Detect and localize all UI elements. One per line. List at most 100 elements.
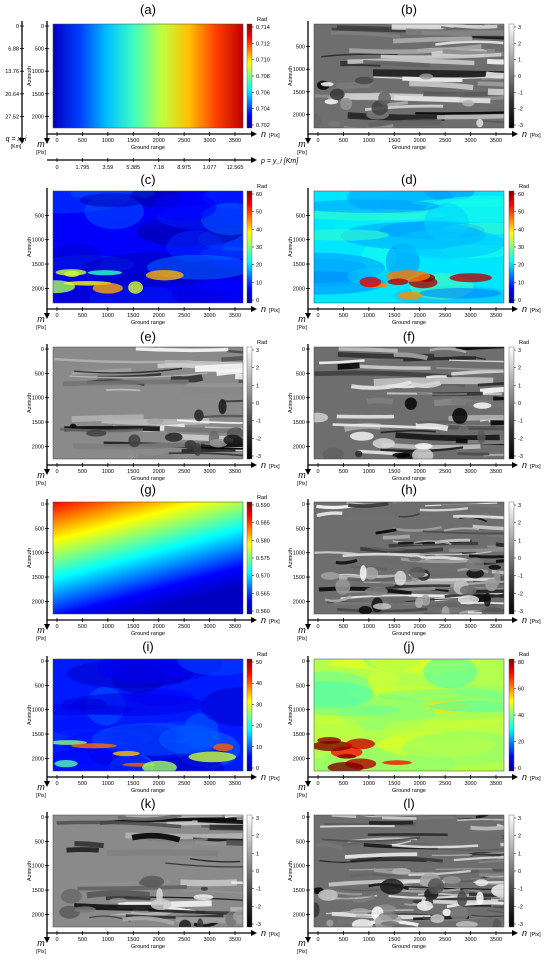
colorbar-tick-label: 0.575	[256, 556, 270, 562]
x-axis-arrow	[251, 617, 257, 623]
heatmap-hotspot	[142, 761, 177, 774]
x-tick-label: 0	[55, 138, 58, 144]
fringe-band	[498, 856, 550, 859]
x-tick-label: 1000	[363, 781, 375, 787]
fringe-patch	[128, 434, 140, 447]
y-tick-label: 0	[302, 502, 305, 508]
fringe-band	[320, 826, 395, 827]
fringe-patch	[365, 587, 388, 596]
fringe-band	[136, 349, 228, 351]
y-tick-label: 0	[41, 347, 44, 353]
fringe-band	[450, 25, 497, 27]
y-axis-arrow	[44, 469, 50, 475]
colorbar-tick-label: 1	[518, 538, 521, 544]
y-tick-label: 500	[296, 371, 305, 377]
y-axis-label: Azimuth	[288, 548, 294, 568]
x-axis-unit: [Pix]	[269, 464, 280, 470]
colorbar-tick-label: 20	[256, 263, 262, 269]
colorbar-tick-label: 0	[256, 766, 259, 772]
heatmap-b	[312, 21, 550, 129]
fringe-band	[504, 380, 526, 381]
fringe-patch	[151, 899, 172, 910]
fringe-patch	[441, 606, 449, 619]
colorbar-tick-label: -2	[518, 107, 523, 113]
y-axis-label: Azimuth	[27, 393, 33, 413]
colorbar-tick-label: 50	[256, 660, 262, 666]
heatmap-h	[314, 500, 550, 619]
x-tick-label: 2500	[178, 624, 190, 630]
fringe-patch	[476, 119, 483, 128]
fringe-band	[500, 896, 550, 900]
colorbar-tick-label: 0.712	[256, 41, 270, 47]
colorbar-tick-label: -3	[518, 609, 523, 615]
x-tick-label: 3500	[229, 313, 241, 319]
fringe-patch	[147, 418, 164, 424]
x-tick-label: 500	[339, 781, 348, 787]
fringe-band	[72, 417, 144, 419]
y-tick-label: 0	[41, 815, 44, 821]
x-axis-symbol: n	[522, 460, 527, 470]
extra-y-tick-label: 6.88	[8, 47, 19, 53]
x-tick-label: 2000	[414, 781, 426, 787]
colorbar-tick-label: -3	[256, 922, 261, 928]
y-axis-arrow	[44, 937, 50, 943]
colorbar-tick-label: 0.560	[256, 609, 270, 615]
fringe-band	[78, 887, 187, 889]
x-tick-label: 1500	[388, 469, 400, 475]
y-tick-label: 1500	[32, 92, 44, 98]
x-tick-label: 0	[55, 937, 58, 943]
x-tick-label: 3000	[464, 469, 476, 475]
x-axis-unit: [Pix]	[530, 308, 541, 314]
fringe-band	[231, 881, 327, 883]
fringe-band	[106, 390, 140, 391]
panel-label: (d)	[401, 172, 417, 187]
x-axis-arrow	[512, 306, 518, 312]
heatmap-hotspot	[360, 277, 382, 288]
colorbar-tick-label: 10	[256, 280, 262, 286]
x-tick-label: 500	[339, 469, 348, 475]
colorbar-tick-label: 0.565	[256, 591, 270, 597]
fringe-patch	[350, 908, 369, 914]
x-tick-label: 500	[78, 781, 87, 787]
x-tick-label: 2000	[153, 624, 165, 630]
x-tick-label: 2500	[439, 313, 451, 319]
colorbar-title: Rad	[519, 340, 529, 346]
x-tick-label: 3000	[203, 781, 215, 787]
fringe-patch	[415, 443, 432, 449]
x-tick-label: 1000	[102, 469, 114, 475]
fringe-patch	[318, 889, 338, 900]
x-axis-arrow	[512, 131, 518, 137]
fringe-patch	[352, 919, 373, 930]
fringe-patch	[378, 92, 391, 105]
x-tick-label: 3000	[203, 138, 215, 144]
x-tick-label: 500	[78, 469, 87, 475]
x-tick-label: 1500	[388, 138, 400, 144]
colorbar-tick-label: -1	[256, 887, 261, 893]
y-axis-symbol: m	[298, 139, 306, 149]
colorbar-tick-label: 0	[256, 869, 259, 875]
y-tick-label: 1000	[32, 864, 44, 870]
fringe-patch	[430, 914, 444, 923]
y-tick-label: 500	[296, 839, 305, 845]
colorbar-tick-label: 20	[256, 724, 262, 730]
fringe-band	[500, 844, 537, 845]
y-tick-label: 500	[296, 526, 305, 532]
fringe-band	[193, 839, 297, 840]
colorbar-tick-label: -3	[518, 123, 523, 129]
colorbar	[247, 347, 252, 459]
x-tick-label: 2000	[414, 138, 426, 144]
fringe-band	[182, 390, 280, 393]
y-tick-label: 2000	[32, 599, 44, 605]
y-axis-symbol: m	[298, 782, 306, 792]
fringe-patch	[388, 598, 404, 604]
fringe-patch	[419, 74, 433, 80]
y-tick-label: 1000	[32, 708, 44, 714]
x-axis-symbol: n	[522, 772, 527, 782]
fringe-patch	[321, 82, 334, 86]
heatmap-field	[53, 502, 243, 614]
y-axis-arrow	[305, 781, 311, 787]
fringe-patch	[340, 98, 352, 110]
y-axis-unit: [Pix]	[297, 636, 307, 642]
fringe-patch	[165, 433, 183, 442]
